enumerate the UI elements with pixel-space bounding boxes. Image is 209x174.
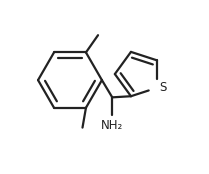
Text: NH₂: NH₂	[101, 119, 123, 132]
Text: S: S	[159, 81, 167, 94]
